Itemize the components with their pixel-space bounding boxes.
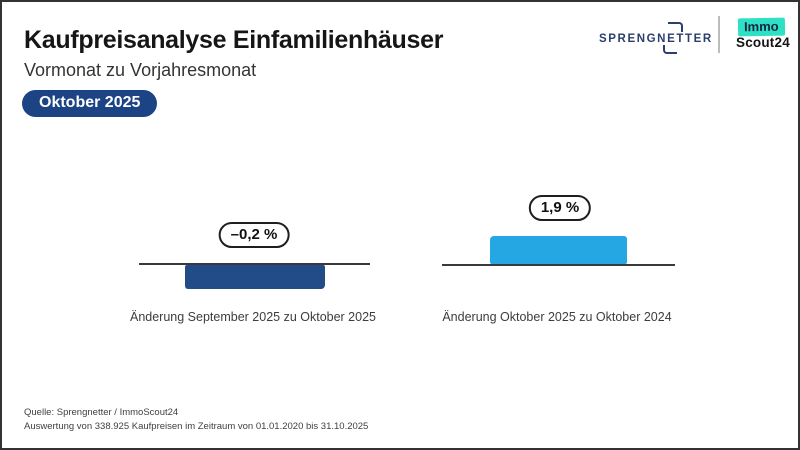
sprengnetter-logo: SPRENGNETTER [599, 33, 713, 45]
sprengnetter-bracket-top-icon [668, 22, 683, 32]
baseline-right [442, 264, 675, 266]
baseline-left [139, 263, 370, 265]
caption-year-change: Änderung Oktober 2025 zu Oktober 2024 [442, 310, 672, 324]
period-badge: Oktober 2025 [22, 90, 158, 117]
source-line-2: Auswertung von 338.925 Kaufpreisen im Ze… [24, 421, 369, 432]
immoscout24-logo-scout24: Scout24 [736, 35, 790, 50]
caption-month-change: Änderung September 2025 zu Oktober 2025 [129, 310, 377, 324]
source-note: Quelle: Sprengnetter / ImmoScout24 Auswe… [24, 406, 368, 434]
value-label-month-change: –0,2 % [218, 222, 290, 248]
page-subtitle: Vormonat zu Vorjahresmonat [24, 60, 257, 80]
bar-month-change [185, 265, 325, 289]
bar-year-change [490, 236, 627, 264]
value-label-year-change: 1,9 % [528, 195, 592, 221]
sprengnetter-bracket-bottom-icon [663, 45, 677, 54]
page-title: Kaufpreisanalyse Einfamilienhäuser [24, 26, 444, 54]
immoscout24-logo-immo: Immo [737, 17, 785, 37]
logo-divider [718, 16, 720, 53]
source-line-1: Quelle: Sprengnetter / ImmoScout24 [24, 407, 179, 418]
